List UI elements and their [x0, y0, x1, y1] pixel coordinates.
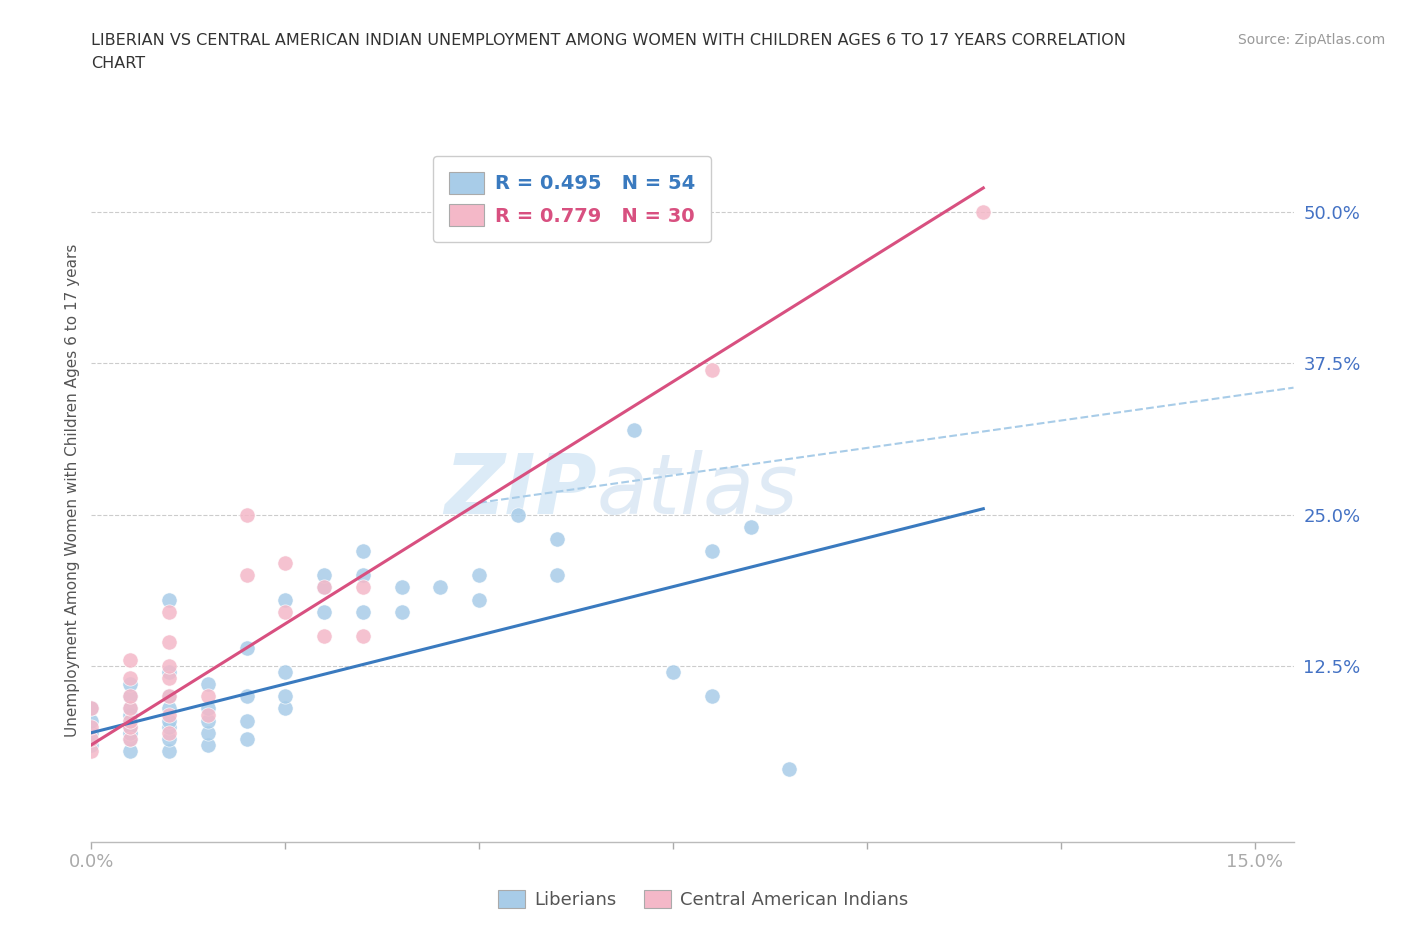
Point [197, 689, 219, 704]
Point [157, 592, 180, 607]
Point [197, 713, 219, 728]
Point [157, 604, 180, 619]
Point [157, 701, 180, 716]
Point [352, 544, 374, 559]
Point [157, 731, 180, 746]
Point [468, 568, 491, 583]
Point [197, 725, 219, 740]
Point [391, 580, 413, 595]
Point [274, 592, 297, 607]
Point [197, 677, 219, 692]
Point [274, 665, 297, 680]
Point [312, 568, 335, 583]
Text: CHART: CHART [91, 56, 145, 71]
Point [197, 737, 219, 752]
Point [157, 713, 180, 728]
Point [623, 422, 645, 437]
Text: atlas: atlas [596, 450, 799, 531]
Point [352, 568, 374, 583]
Point [80, 731, 103, 746]
Point [80, 725, 103, 740]
Point [235, 641, 257, 656]
Point [235, 568, 257, 583]
Point [120, 725, 142, 740]
Point [391, 604, 413, 619]
Legend: R = 0.495   N = 54, R = 0.779   N = 30: R = 0.495 N = 54, R = 0.779 N = 30 [433, 156, 711, 242]
Point [312, 580, 335, 595]
Point [274, 701, 297, 716]
Point [80, 719, 103, 734]
Point [235, 713, 257, 728]
Point [274, 604, 297, 619]
Point [80, 701, 103, 716]
Point [120, 707, 142, 722]
Point [700, 544, 723, 559]
Point [120, 731, 142, 746]
Point [352, 629, 374, 644]
Point [157, 689, 180, 704]
Point [274, 689, 297, 704]
Point [157, 725, 180, 740]
Point [120, 671, 142, 685]
Point [312, 580, 335, 595]
Point [157, 689, 180, 704]
Point [235, 731, 257, 746]
Text: LIBERIAN VS CENTRAL AMERICAN INDIAN UNEMPLOYMENT AMONG WOMEN WITH CHILDREN AGES : LIBERIAN VS CENTRAL AMERICAN INDIAN UNEM… [91, 33, 1126, 47]
Point [120, 713, 142, 728]
Point [235, 508, 257, 523]
Point [157, 634, 180, 649]
Point [352, 604, 374, 619]
Point [429, 580, 451, 595]
Point [778, 762, 800, 777]
Point [700, 362, 723, 377]
Point [157, 665, 180, 680]
Point [197, 707, 219, 722]
Point [80, 701, 103, 716]
Point [274, 556, 297, 571]
Point [468, 592, 491, 607]
Point [120, 689, 142, 704]
Point [120, 701, 142, 716]
Point [506, 508, 529, 523]
Y-axis label: Unemployment Among Women with Children Ages 6 to 17 years: Unemployment Among Women with Children A… [65, 244, 80, 737]
Point [157, 719, 180, 734]
Text: Source: ZipAtlas.com: Source: ZipAtlas.com [1237, 33, 1385, 46]
Point [120, 743, 142, 758]
Point [120, 719, 142, 734]
Point [120, 689, 142, 704]
Point [120, 677, 142, 692]
Point [662, 665, 685, 680]
Point [197, 701, 219, 716]
Point [972, 205, 994, 219]
Point [120, 653, 142, 668]
Point [80, 713, 103, 728]
Point [157, 658, 180, 673]
Point [352, 580, 374, 595]
Point [120, 719, 142, 734]
Point [700, 689, 723, 704]
Point [157, 707, 180, 722]
Point [80, 743, 103, 758]
Point [546, 568, 568, 583]
Point [157, 743, 180, 758]
Point [546, 532, 568, 547]
Point [120, 701, 142, 716]
Point [740, 520, 762, 535]
Text: ZIP: ZIP [444, 450, 596, 531]
Legend: Liberians, Central American Indians: Liberians, Central American Indians [491, 883, 915, 916]
Point [157, 671, 180, 685]
Point [312, 629, 335, 644]
Point [235, 689, 257, 704]
Point [312, 604, 335, 619]
Point [120, 731, 142, 746]
Point [120, 713, 142, 728]
Point [80, 737, 103, 752]
